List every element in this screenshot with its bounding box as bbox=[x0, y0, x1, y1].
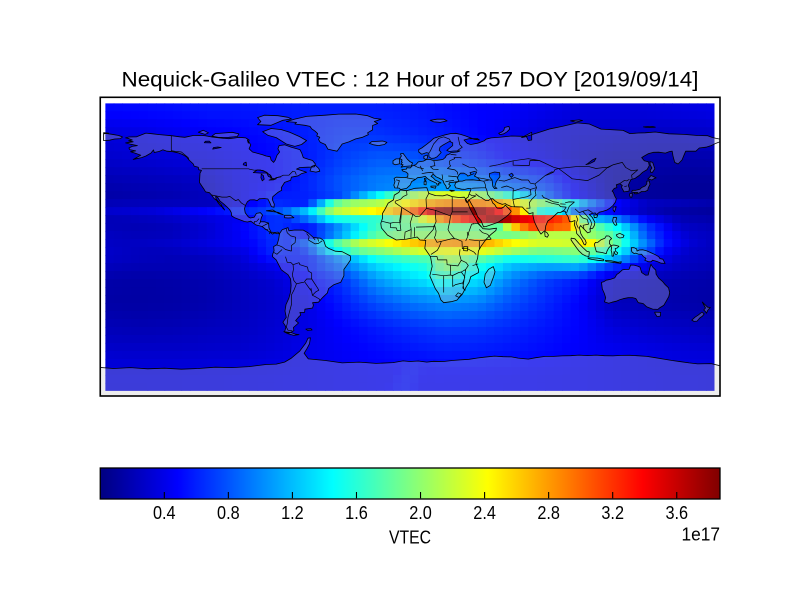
svg-text:0.8: 0.8 bbox=[217, 503, 240, 523]
svg-text:3.6: 3.6 bbox=[665, 503, 688, 523]
svg-text:2.8: 2.8 bbox=[537, 503, 560, 523]
svg-text:1e17: 1e17 bbox=[682, 524, 721, 545]
svg-text:3.2: 3.2 bbox=[601, 503, 624, 523]
svg-text:1.2: 1.2 bbox=[281, 503, 304, 523]
svg-text:VTEC: VTEC bbox=[389, 527, 431, 548]
svg-text:1.6: 1.6 bbox=[345, 503, 368, 523]
svg-text:0.4: 0.4 bbox=[153, 503, 176, 523]
svg-text:2.4: 2.4 bbox=[473, 503, 496, 523]
svg-text:Nequick-Galileo VTEC : 12 Hour: Nequick-Galileo VTEC : 12 Hour of 257 DO… bbox=[122, 69, 699, 92]
svg-text:2.0: 2.0 bbox=[409, 503, 432, 523]
